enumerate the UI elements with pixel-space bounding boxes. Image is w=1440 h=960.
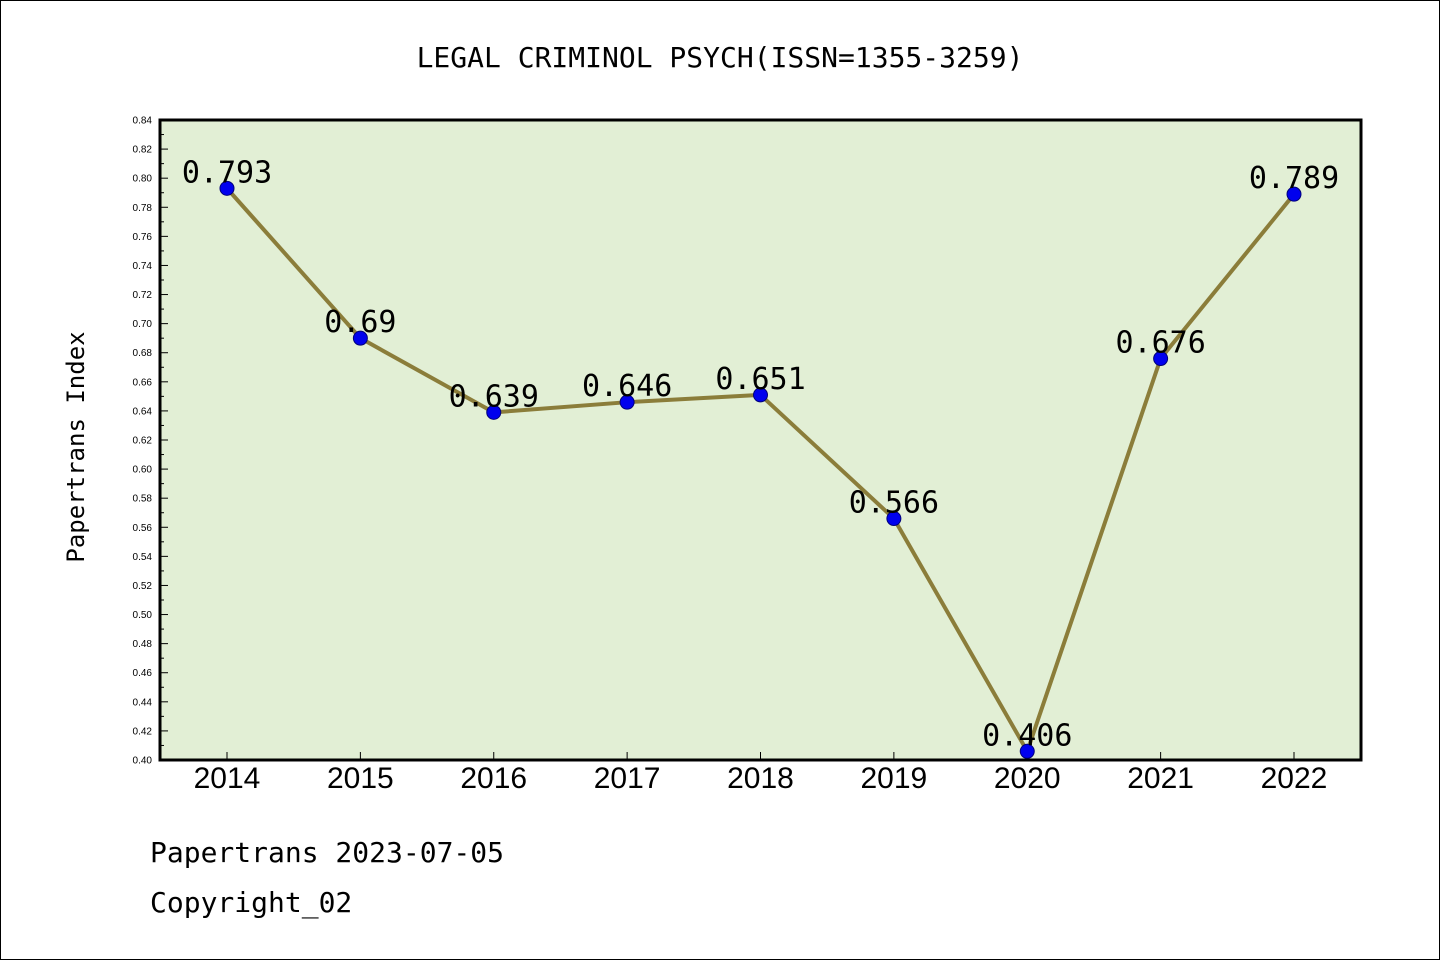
y-tick-label: 0.70 xyxy=(133,319,153,330)
x-axis-ticks: 2014 2015 2016 2017 2018 2019 2020 2021 2022 xyxy=(194,752,1328,795)
x-tick-label: 2022 xyxy=(1261,762,1328,795)
data-label: 0.651 xyxy=(715,362,805,397)
y-tick-label: 0.66 xyxy=(133,377,153,388)
chart-title: LEGAL CRIMINOL PSYCH(ISSN=1355-3259) xyxy=(417,41,1024,74)
data-point xyxy=(1153,351,1169,367)
x-tick-label: 2017 xyxy=(594,762,661,795)
data-point xyxy=(753,387,768,403)
x-tick-label: 2021 xyxy=(1127,762,1194,795)
x-tick-label: 2019 xyxy=(861,762,928,795)
y-tick-label: 0.82 xyxy=(133,145,153,156)
y-tick-label: 0.68 xyxy=(133,348,153,359)
y-tick-label: 0.42 xyxy=(133,726,153,737)
data-point xyxy=(619,394,635,410)
y-axis-label: Papertrans Index xyxy=(62,331,90,562)
y-tick-label: 0.60 xyxy=(133,465,153,476)
y-tick-label: 0.64 xyxy=(133,406,153,417)
y-tick-label: 0.50 xyxy=(133,610,153,621)
y-tick-label: 0.74 xyxy=(133,261,153,272)
y-tick-label: 0.46 xyxy=(133,668,153,679)
y-tick-label: 0.40 xyxy=(133,756,153,767)
y-tick-label: 0.58 xyxy=(133,494,153,505)
data-label: 0.69 xyxy=(324,305,396,340)
x-tick-label: 2015 xyxy=(327,762,394,795)
data-point xyxy=(886,511,902,527)
footer-copyright: Copyright_02 xyxy=(150,886,353,919)
data-point xyxy=(352,330,368,346)
data-point xyxy=(486,404,502,420)
y-tick-label: 0.72 xyxy=(133,290,153,301)
data-point xyxy=(1019,743,1035,759)
y-tick-label: 0.52 xyxy=(133,581,153,592)
plot-border xyxy=(158,118,1363,762)
footer-date: Papertrans 2023-07-05 xyxy=(150,836,505,869)
y-tick-label: 0.48 xyxy=(133,639,153,650)
y-tick-label: 0.62 xyxy=(133,436,153,447)
data-point xyxy=(219,180,235,196)
data-markers xyxy=(219,180,1302,759)
x-tick-label: 2014 xyxy=(194,762,261,795)
y-tick-label: 0.56 xyxy=(133,523,153,534)
x-tick-label: 2016 xyxy=(460,762,527,795)
data-point xyxy=(1286,186,1302,202)
y-tick-label: 0.76 xyxy=(133,232,153,243)
y-tick-label: 0.78 xyxy=(133,203,153,214)
y-axis-ticks: 0.40 0.42 0.44 0.46 0.48 0.50 0.52 0.54 0.56 0.58… xyxy=(133,116,168,767)
data-label: 0.676 xyxy=(1115,326,1205,361)
x-tick-label: 2018 xyxy=(727,762,794,795)
data-label: 0.566 xyxy=(849,486,939,521)
data-label: 0.793 xyxy=(182,155,272,190)
plot-area xyxy=(160,120,1361,760)
y-tick-label: 0.84 xyxy=(133,116,153,127)
y-tick-label: 0.80 xyxy=(133,174,153,185)
data-label: 0.789 xyxy=(1249,161,1339,196)
data-labels: 0.793 0.69 0.639 0.646 0.651 0.566 0.406 0.676 0… xyxy=(182,155,1339,753)
x-tick-label: 2020 xyxy=(994,762,1061,795)
y-tick-label: 0.44 xyxy=(133,697,153,708)
data-label: 0.639 xyxy=(449,379,539,414)
data-label: 0.646 xyxy=(582,369,672,404)
y-tick-label: 0.54 xyxy=(133,552,153,563)
data-label: 0.406 xyxy=(982,718,1072,753)
